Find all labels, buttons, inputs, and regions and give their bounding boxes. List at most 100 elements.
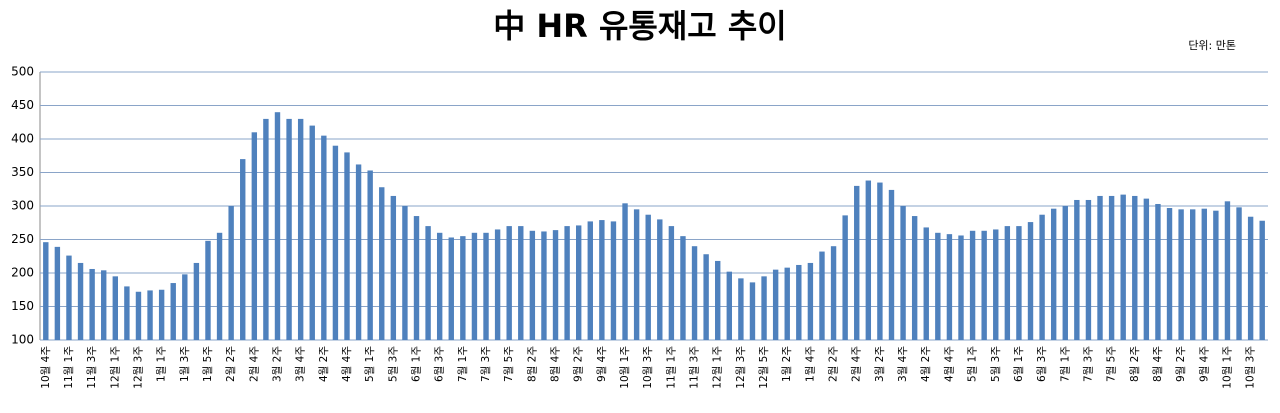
x-tick-label: 3월 4주 [295, 346, 307, 382]
bar [1039, 214, 1045, 340]
x-tick-label: 7월 5주 [1106, 346, 1118, 382]
x-tick-label: 2월 4주 [851, 346, 863, 382]
bar [796, 264, 802, 340]
bar [575, 225, 582, 340]
y-tick-label: 400 [11, 132, 34, 146]
bar [981, 230, 987, 340]
y-tick-label: 100 [11, 333, 34, 347]
bar [541, 231, 547, 340]
x-tick-label: 12월 1주 [109, 346, 121, 389]
bar [216, 232, 223, 340]
bar [43, 242, 49, 340]
x-tick-label: 10월 3주 [1245, 346, 1257, 389]
x-tick-label: 8월 4주 [550, 346, 562, 382]
x-tick-label: 7월 1주 [1059, 346, 1071, 382]
x-tick-label: 12월 5주 [758, 346, 770, 389]
bar [494, 229, 501, 340]
x-tick-label: 2월 2주 [828, 346, 840, 382]
x-tick-label: 10월 1주 [619, 346, 631, 389]
bar [367, 170, 373, 340]
bar [726, 271, 733, 340]
bar [935, 232, 941, 340]
bar [807, 262, 814, 340]
bar [193, 262, 200, 340]
bar [564, 226, 570, 340]
y-tick-label: 500 [11, 65, 34, 79]
x-tick-label: 1월 2주 [781, 346, 793, 382]
bar [147, 290, 153, 340]
bar [390, 195, 397, 340]
bar [715, 260, 721, 340]
bar [680, 236, 686, 340]
x-tick-label: 2월 2주 [225, 346, 237, 382]
y-tick-label: 250 [11, 232, 34, 246]
bar [506, 226, 512, 340]
x-tick-label: 7월 3주 [480, 346, 492, 382]
x-tick-label: 11월 3주 [86, 346, 98, 389]
bar [854, 185, 860, 340]
bar [240, 159, 246, 340]
bar [471, 232, 478, 340]
bar [321, 135, 327, 340]
x-tick-label: 11월 1주 [665, 346, 677, 389]
bar [274, 112, 281, 340]
bar [1027, 222, 1034, 340]
bar [297, 118, 304, 341]
bar [1097, 195, 1103, 340]
x-tick-label: 10월 4주 [40, 346, 52, 389]
x-tick-label: 8월 4주 [1152, 346, 1164, 382]
bar [645, 214, 651, 340]
bar [668, 226, 675, 340]
bar [703, 254, 709, 340]
bar [1178, 209, 1184, 340]
bar [529, 230, 536, 340]
bar [436, 232, 443, 340]
bar [599, 220, 605, 340]
x-tick-label: 9월 4주 [1198, 346, 1210, 382]
x-tick-label: 4월 2주 [318, 346, 330, 382]
bar [1259, 220, 1265, 340]
bar [993, 229, 999, 340]
bar [205, 240, 211, 340]
bar [958, 235, 964, 340]
bar [425, 226, 431, 340]
bar [89, 268, 95, 340]
bar [379, 187, 385, 340]
bar [552, 230, 559, 340]
bar [112, 276, 119, 340]
y-tick-label: 150 [11, 299, 34, 313]
bar [1213, 210, 1219, 340]
x-tick-label: 5월 1주 [364, 346, 376, 382]
bar [124, 286, 130, 340]
bar [1166, 208, 1173, 340]
x-tick-label: 1월 4주 [804, 346, 816, 382]
x-tick-label: 6월 1주 [1013, 346, 1025, 382]
bar [251, 132, 258, 340]
bar [182, 274, 188, 340]
chart-title: 中 HR 유통재고 추이 [493, 7, 786, 45]
x-tick-label: 5월 3주 [387, 346, 399, 382]
bar [1143, 198, 1150, 340]
bar [263, 118, 269, 341]
bar [691, 246, 698, 340]
x-tick-label: 11월 3주 [689, 346, 701, 389]
bar [923, 227, 929, 340]
bar [1004, 226, 1011, 340]
bar [1108, 195, 1115, 340]
bar [761, 276, 767, 340]
x-tick-label: 4월 2주 [920, 346, 932, 382]
bar [1016, 226, 1022, 340]
bar [1050, 208, 1057, 340]
bar [622, 203, 628, 340]
x-tick-label: 6월 3주 [1036, 346, 1048, 382]
x-tick-label: 6월 3주 [434, 346, 446, 382]
bar [1224, 201, 1231, 340]
bar [483, 232, 489, 340]
bar [1120, 194, 1126, 340]
bar [900, 206, 906, 340]
bar [170, 283, 176, 340]
x-tick-label: 4월 4주 [943, 346, 955, 382]
unit-label: 단위: 만톤 [1188, 39, 1236, 52]
bar [877, 182, 883, 340]
x-tick-label: 1월 5주 [202, 346, 214, 382]
